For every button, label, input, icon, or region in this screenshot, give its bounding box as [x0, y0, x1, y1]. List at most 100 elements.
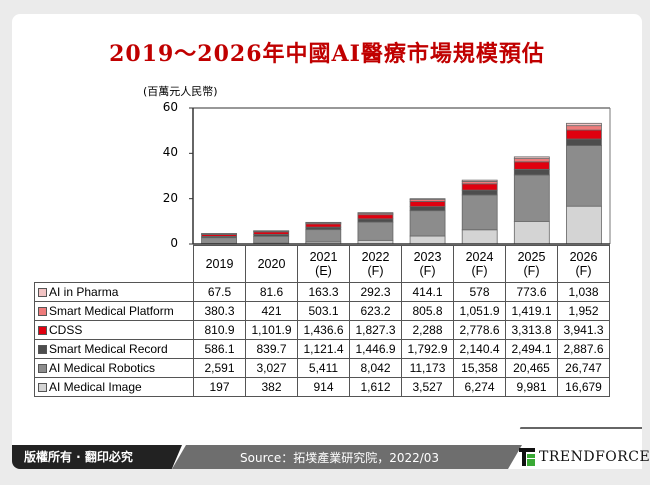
bar-segment-ai-medical-robotics [201, 237, 237, 244]
data-label: 9,981 [505, 377, 558, 397]
data-label: 3,313.8 [505, 320, 558, 340]
legend-entry: AI Medical Robotics [34, 358, 194, 378]
bar-segment-ai-medical-robotics [566, 145, 602, 207]
bar-segment-cdss [461, 183, 498, 191]
bar-segment-cdss [305, 223, 342, 228]
data-label: 2,140.4 [453, 339, 506, 359]
table-row: CDSS 810.9 1,101.9 1,436.6 1,827.3 2,288 2,778… [34, 320, 610, 340]
bar-segment-ai-medical-robotics [513, 174, 550, 222]
bar-segment-cdss [357, 214, 394, 220]
data-label: 15,358 [453, 358, 506, 378]
table-row: AI Medical Robotics 2,591 3,027 5,411 8,042 1… [34, 358, 610, 378]
brand-name: TRENDFORCE [539, 449, 650, 465]
bar-segment-ai-in-pharma [305, 221, 342, 224]
table-row: AI in Pharma 67.5 81.6 163.3 292.3 414.1 578 77… [34, 282, 610, 302]
bar-segment-ai-medical-robotics [409, 210, 446, 237]
data-label: 1,101.9 [245, 320, 298, 340]
legend-entry: AI in Pharma [34, 282, 194, 302]
legend-swatch [38, 288, 47, 297]
table-row: Smart Medical Platform 380.3 421 503.1 623.2… [34, 301, 610, 321]
data-label: 6,274 [453, 377, 506, 397]
data-label: 3,941.3 [557, 320, 610, 340]
bar-segment-ai-medical-image [461, 229, 498, 245]
data-label: 26,747 [557, 358, 610, 378]
legend-swatch [38, 345, 47, 354]
data-label: 1,121.4 [297, 339, 350, 359]
data-label: 839.7 [245, 339, 298, 359]
data-label: 3,027 [245, 358, 298, 378]
data-label: 16,679 [557, 377, 610, 397]
bar-segment-ai-in-pharma [201, 233, 237, 235]
data-label: 2,288 [401, 320, 454, 340]
category-label: 2026 (F) [557, 245, 610, 283]
legend-swatch [38, 364, 47, 373]
bar-segment-smart-medical-platform [566, 125, 602, 131]
data-label: 1,792.9 [401, 339, 454, 359]
data-label: 914 [297, 377, 350, 397]
data-table: 2019 2020 2021 (E) 2022 (F) 2023 (F) 2024 (F) 2025… [34, 245, 610, 397]
category-label: 2021 (E) [297, 245, 350, 283]
bar-segment-ai-medical-robotics [461, 194, 498, 231]
data-label: 2,778.6 [453, 320, 506, 340]
bar-segment-ai-medical-robotics [357, 221, 394, 241]
trendforce-logo-icon [519, 448, 535, 466]
legend-swatch [38, 383, 47, 392]
data-label: 81.6 [245, 282, 298, 302]
bar-segment-cdss [566, 129, 602, 140]
legend-entry: Smart Medical Record [34, 339, 194, 359]
data-label: 1,446.9 [349, 339, 402, 359]
y-tick-label: 60 [162, 100, 178, 114]
bar-segment-ai-medical-robotics [253, 235, 290, 244]
legend-entry: AI Medical Image [34, 377, 194, 397]
data-label: 67.5 [193, 282, 246, 302]
data-label: 163.3 [297, 282, 350, 302]
source-text: Source：拓墣產業研究院，2022/03 [240, 451, 440, 465]
footer: 版權所有 · 翻印必究 Source：拓墣產業研究院，2022/03 TREND… [12, 427, 650, 469]
bar-segment-ai-medical-image [513, 220, 550, 245]
data-label: 197 [193, 377, 246, 397]
category-label: 2023 (F) [401, 245, 454, 283]
bar-segment-smart-medical-record [566, 138, 602, 146]
data-label: 1,419.1 [505, 301, 558, 321]
data-label: 1,051.9 [453, 301, 506, 321]
category-label: 2024 (F) [453, 245, 506, 283]
data-label: 773.6 [505, 282, 558, 302]
bar-segment-ai-medical-image [566, 205, 602, 245]
data-label: 382 [245, 377, 298, 397]
data-label: 11,173 [401, 358, 454, 378]
data-label: 2,591 [193, 358, 246, 378]
data-label: 805.8 [401, 301, 454, 321]
bar-segment-ai-in-pharma [566, 122, 602, 127]
data-label: 1,612 [349, 377, 402, 397]
category-label: 2025 (F) [505, 245, 558, 283]
bar-segment-cdss [409, 201, 446, 208]
data-label: 20,465 [505, 358, 558, 378]
table-corner [34, 245, 194, 283]
category-label: 2020 [245, 245, 298, 283]
category-label: 2019 [193, 245, 246, 283]
data-label: 8,042 [349, 358, 402, 378]
source-bar [172, 445, 522, 469]
y-axis-unit: (百萬元人民幣) [143, 85, 218, 98]
chart-title: 2019～2026年中國AI醫療市場規模預估 [109, 41, 545, 67]
data-label: 292.3 [349, 282, 402, 302]
table-row: AI Medical Image 197 382 914 1,612 3,527 6,274… [34, 377, 610, 397]
bar-segment-ai-medical-image [409, 235, 446, 245]
data-label: 810.9 [193, 320, 246, 340]
bar-segment-cdss [513, 161, 550, 170]
data-label: 623.2 [349, 301, 402, 321]
data-label: 421 [245, 301, 298, 321]
bar-segment-ai-in-pharma [409, 198, 446, 201]
y-tick-label: 40 [162, 145, 178, 160]
data-label: 1,038 [557, 282, 610, 302]
data-label: 2,494.1 [505, 339, 558, 359]
data-label: 586.1 [193, 339, 246, 359]
table-row: Smart Medical Record 586.1 839.7 1,121.4 1,4… [34, 339, 610, 359]
y-tick-label: 20 [162, 190, 178, 205]
copyright-text: 版權所有 · 翻印必究 [12, 445, 182, 469]
data-label: 3,527 [401, 377, 454, 397]
legend-entry: CDSS [34, 320, 194, 340]
data-label: 578 [453, 282, 506, 302]
bar-segment-ai-in-pharma [461, 179, 498, 182]
